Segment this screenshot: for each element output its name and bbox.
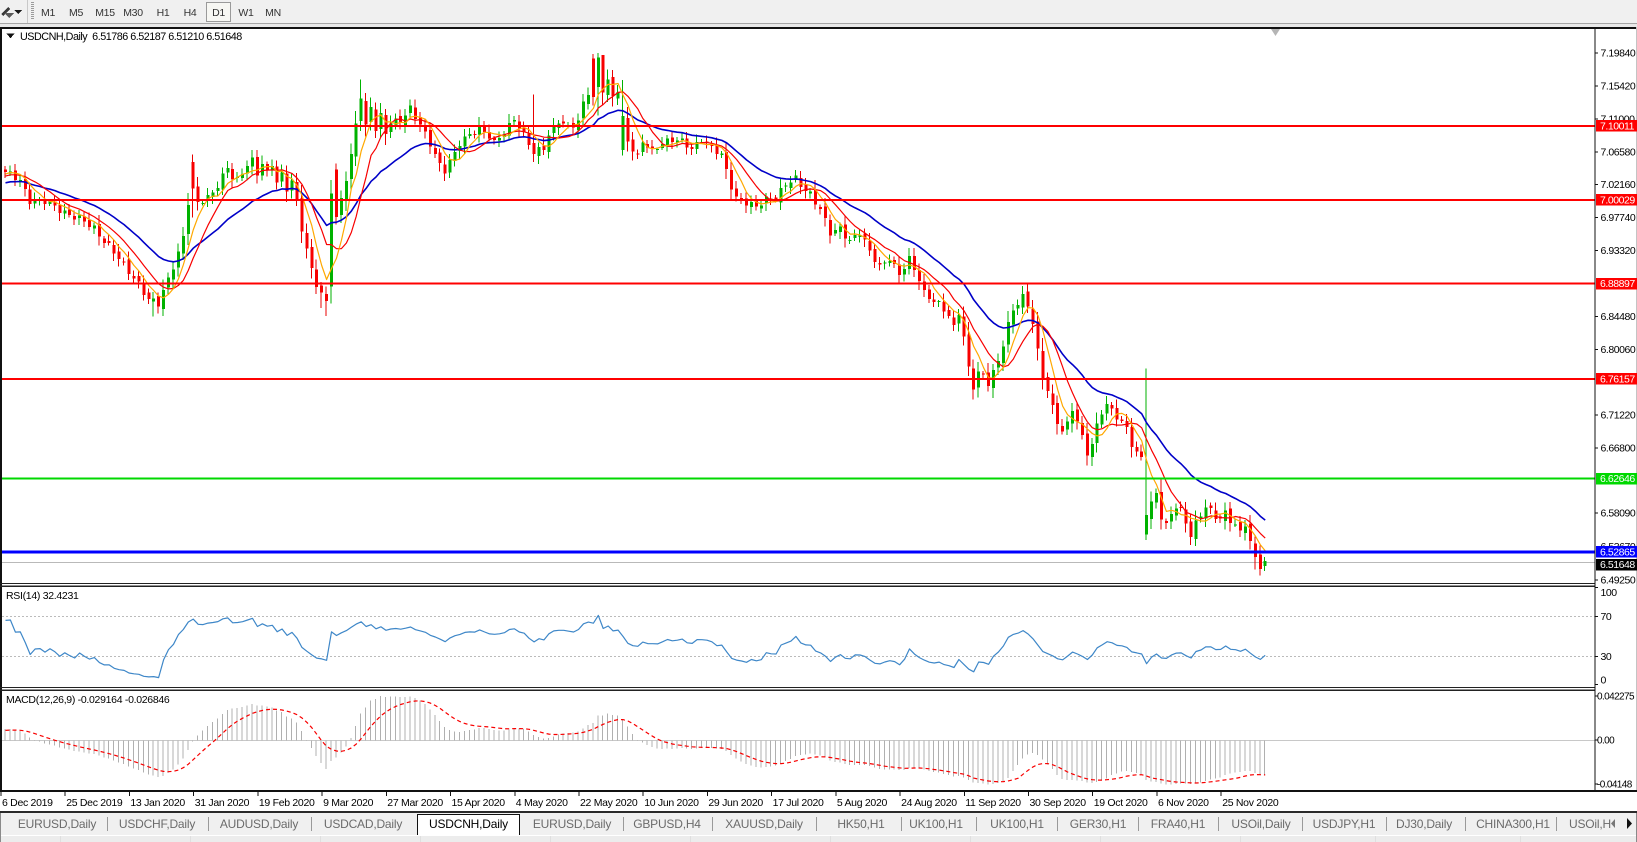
svg-text:USDCNH,Daily: USDCNH,Daily	[429, 817, 508, 831]
svg-text:6.88897: 6.88897	[1600, 278, 1635, 290]
svg-text:M30: M30	[123, 7, 143, 19]
svg-text:USDCHF,Daily: USDCHF,Daily	[119, 817, 195, 831]
svg-text:HK50,H1: HK50,H1	[837, 817, 885, 831]
svg-text:W1: W1	[238, 7, 254, 19]
svg-text:30: 30	[1601, 651, 1612, 663]
svg-text:-0.04148: -0.04148	[1597, 780, 1633, 791]
svg-text:XAUUSD,Daily: XAUUSD,Daily	[725, 817, 803, 831]
svg-text:AUDUSD,Daily: AUDUSD,Daily	[220, 817, 298, 831]
svg-text:19 Feb 2020: 19 Feb 2020	[259, 797, 315, 809]
svg-text:10 Jun 2020: 10 Jun 2020	[644, 797, 699, 809]
svg-text:EURUSD,Daily: EURUSD,Daily	[533, 817, 611, 831]
svg-text:GBPUSD,H4: GBPUSD,H4	[633, 817, 701, 831]
svg-text:6.49250: 6.49250	[1601, 575, 1636, 587]
svg-text:6.93320: 6.93320	[1601, 245, 1636, 257]
svg-text:0.00: 0.00	[1597, 736, 1615, 747]
svg-text:6.66800: 6.66800	[1601, 443, 1636, 455]
svg-text:7.15420: 7.15420	[1601, 80, 1636, 92]
svg-text:6.97740: 6.97740	[1601, 212, 1636, 224]
svg-text:UK100,H1: UK100,H1	[990, 817, 1044, 831]
svg-text:70: 70	[1601, 611, 1612, 623]
svg-text:USOil,Daily: USOil,Daily	[1231, 817, 1290, 831]
svg-text:H1: H1	[157, 7, 170, 19]
svg-text:13 Jan 2020: 13 Jan 2020	[130, 797, 185, 809]
svg-text:H4: H4	[184, 7, 197, 19]
svg-text:M5: M5	[69, 7, 83, 19]
svg-text:USDCAD,Daily: USDCAD,Daily	[324, 817, 402, 831]
svg-text:7.10011: 7.10011	[1600, 121, 1635, 133]
svg-text:25 Dec 2019: 25 Dec 2019	[66, 797, 123, 809]
svg-text:25 Nov 2020: 25 Nov 2020	[1222, 797, 1279, 809]
svg-text:22 May 2020: 22 May 2020	[580, 797, 638, 809]
svg-text:15 Apr 2020: 15 Apr 2020	[452, 797, 506, 809]
svg-text:MACD(12,26,9) -0.029164 -0.026: MACD(12,26,9) -0.029164 -0.026846	[6, 694, 170, 706]
svg-text:6.76157: 6.76157	[1600, 374, 1635, 386]
svg-text:6.52865: 6.52865	[1600, 547, 1635, 559]
svg-text:USDJPY,H1: USDJPY,H1	[1313, 817, 1376, 831]
svg-text:27 Mar 2020: 27 Mar 2020	[387, 797, 443, 809]
svg-text:M15: M15	[95, 7, 115, 19]
svg-text:30 Sep 2020: 30 Sep 2020	[1030, 797, 1087, 809]
svg-text:6.84480: 6.84480	[1601, 311, 1636, 323]
svg-text:6 Dec 2019: 6 Dec 2019	[2, 797, 53, 809]
svg-text:6.80060: 6.80060	[1601, 344, 1636, 356]
svg-text:USDCNH,Daily 6.51786 6.52187: USDCNH,Daily 6.51786 6.52187 6.51210 6.5…	[20, 31, 242, 43]
svg-text:31 Jan 2020: 31 Jan 2020	[195, 797, 250, 809]
svg-text:7.19840: 7.19840	[1601, 48, 1636, 60]
svg-text:0.042275: 0.042275	[1597, 692, 1635, 703]
svg-text:MN: MN	[265, 7, 281, 19]
svg-text:4 May 2020: 4 May 2020	[516, 797, 568, 809]
svg-text:19 Oct 2020: 19 Oct 2020	[1094, 797, 1148, 809]
svg-text:FRA40,H1: FRA40,H1	[1151, 817, 1206, 831]
svg-text:29 Jun 2020: 29 Jun 2020	[708, 797, 763, 809]
svg-text:GER30,H1: GER30,H1	[1070, 817, 1127, 831]
svg-text:17 Jul 2020: 17 Jul 2020	[773, 797, 824, 809]
svg-text:CHINA300,H1: CHINA300,H1	[1476, 817, 1550, 831]
svg-text:6 Nov 2020: 6 Nov 2020	[1158, 797, 1209, 809]
svg-text:9 Mar 2020: 9 Mar 2020	[323, 797, 374, 809]
svg-text:7.06580: 7.06580	[1601, 146, 1636, 158]
svg-text:6.51648: 6.51648	[1600, 559, 1635, 571]
svg-text:6.71220: 6.71220	[1601, 410, 1636, 422]
svg-text:USOil,H: USOil,H	[1569, 817, 1611, 831]
svg-text:D1: D1	[212, 7, 225, 19]
svg-text:EURUSD,Daily: EURUSD,Daily	[18, 817, 96, 831]
svg-text:100: 100	[1601, 587, 1618, 599]
svg-text:UK100,H1: UK100,H1	[909, 817, 963, 831]
svg-text:6.58090: 6.58090	[1601, 508, 1636, 520]
svg-text:5 Aug 2020: 5 Aug 2020	[837, 797, 888, 809]
svg-text:6.62646: 6.62646	[1600, 473, 1635, 485]
svg-text:DJ30,Daily: DJ30,Daily	[1396, 817, 1452, 831]
svg-text:0: 0	[1601, 675, 1607, 687]
svg-text:24 Aug 2020: 24 Aug 2020	[901, 797, 957, 809]
svg-text:11 Sep 2020: 11 Sep 2020	[965, 797, 1021, 809]
svg-text:M1: M1	[41, 7, 55, 19]
svg-text:7.00029: 7.00029	[1600, 195, 1635, 207]
svg-text:RSI(14) 32.4231: RSI(14) 32.4231	[6, 590, 79, 602]
svg-text:7.02160: 7.02160	[1601, 179, 1636, 191]
